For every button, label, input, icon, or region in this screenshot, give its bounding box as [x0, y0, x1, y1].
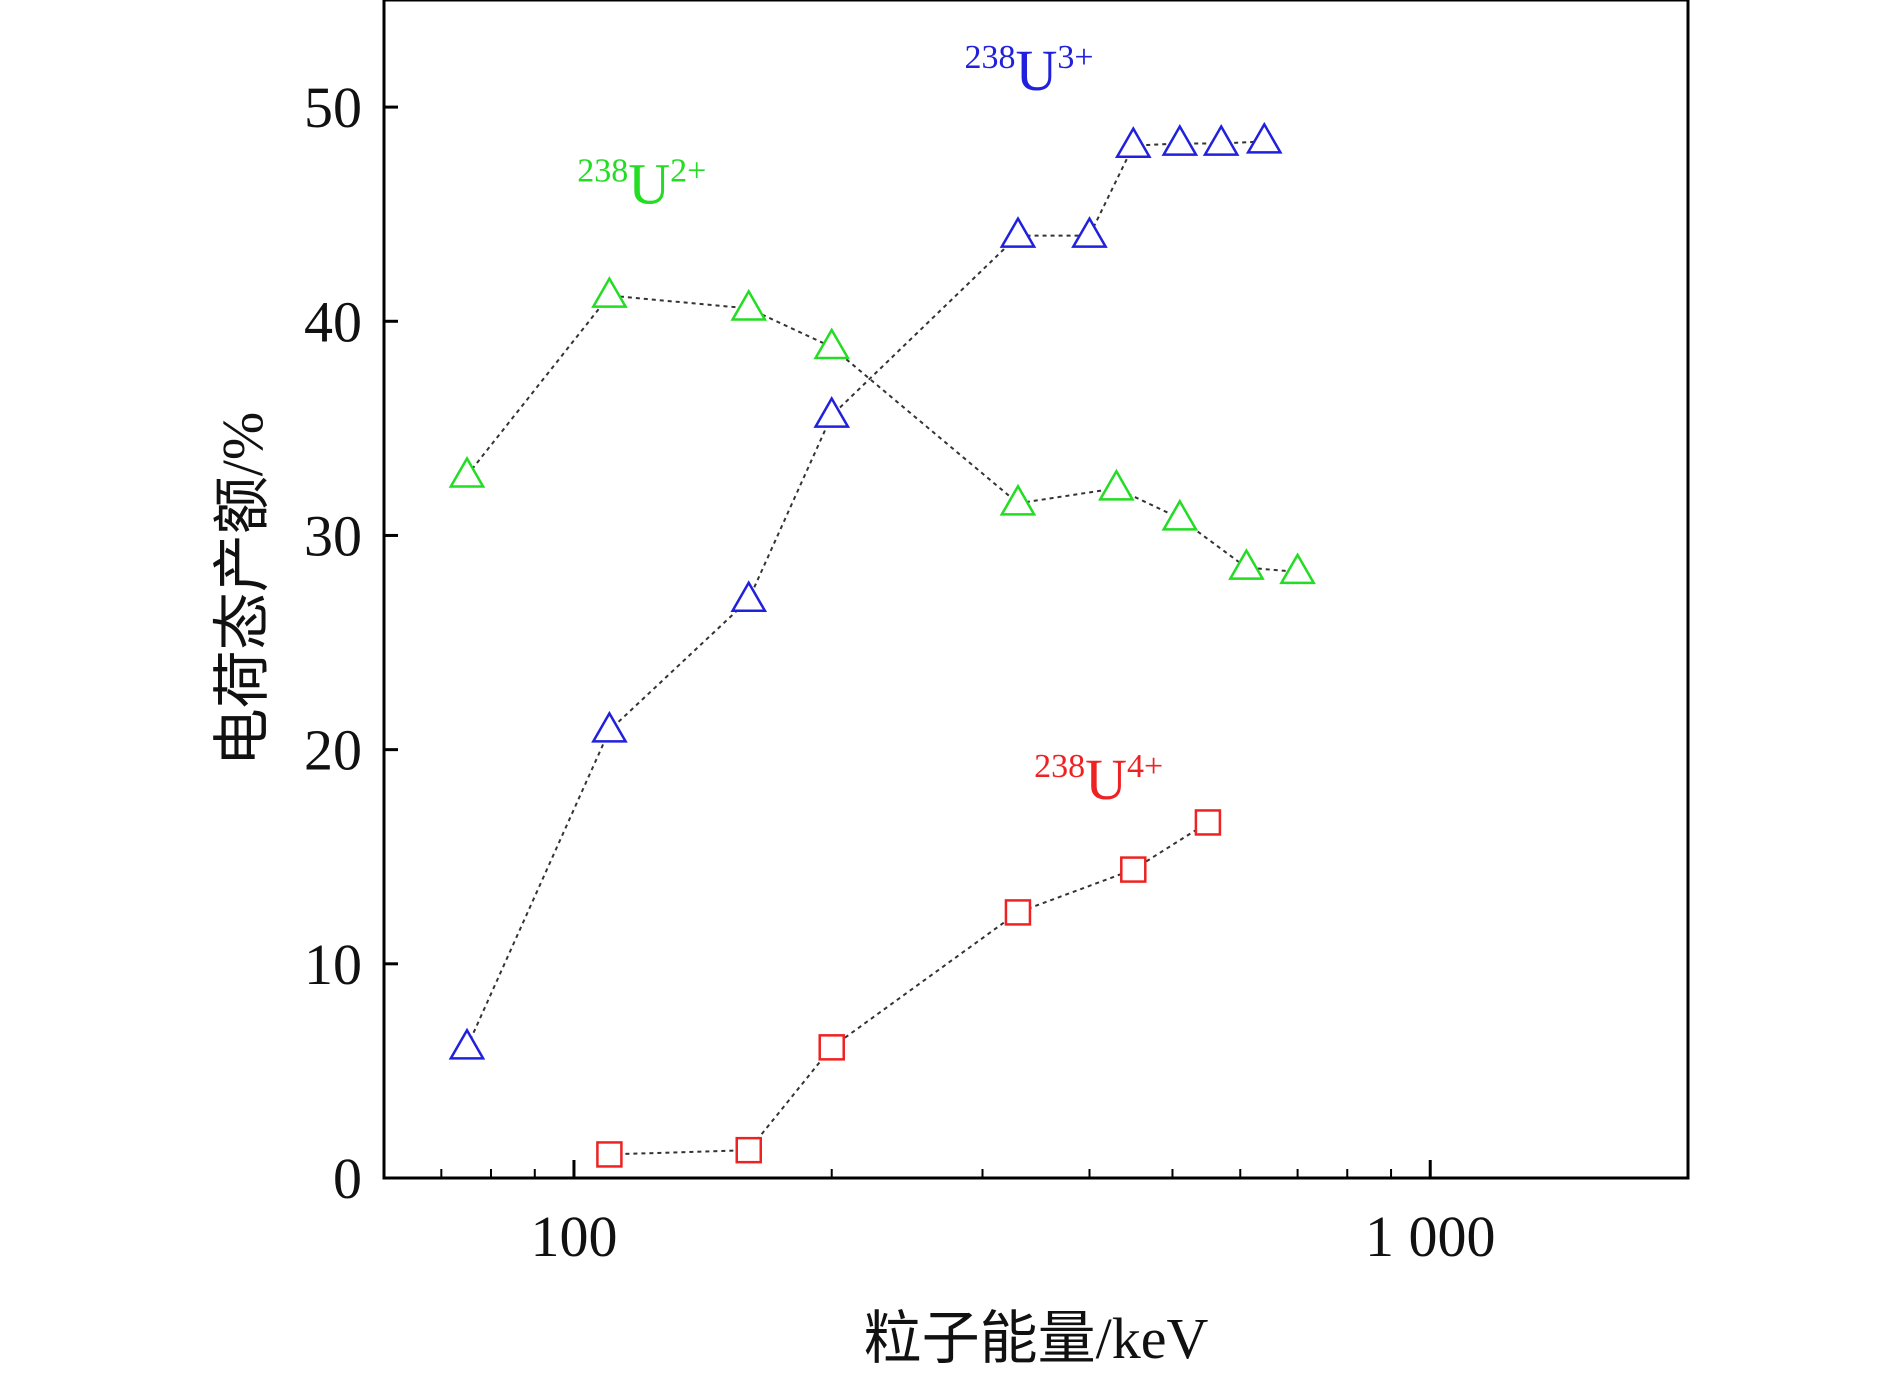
x-axis-label: 粒子能量/keV [864, 1306, 1209, 1370]
data-point-triangle [999, 216, 1037, 248]
series-0: 238U2+ [448, 151, 1316, 585]
series-1: 238U3+ [448, 38, 1283, 1060]
data-point-square [818, 1034, 845, 1061]
y-tick-label: 0 [333, 1146, 362, 1211]
data-point-square [596, 1141, 623, 1168]
plot-frame [382, 0, 1690, 1180]
x-tick-label: 100 [530, 1204, 617, 1269]
series-label: 238U3+ [965, 38, 1094, 103]
series-line [466, 140, 1265, 1048]
data-point-triangle [1071, 216, 1108, 248]
data-point-triangle [813, 395, 851, 428]
y-tick-label: 40 [304, 289, 362, 354]
data-point-triangle [591, 710, 628, 743]
x-axis: 100 1 000 [440, 1160, 1496, 1269]
data-point-triangle [1114, 126, 1152, 158]
y-tick-label: 10 [304, 932, 362, 997]
y-axis-label: 电荷态产额/% [210, 412, 275, 766]
data-point-triangle [1228, 548, 1265, 580]
data-point-triangle [591, 276, 628, 308]
plot-area: 238U2+ 238U3+ 238U4+ [448, 38, 1316, 1168]
y-tick-label: 30 [304, 503, 362, 568]
data-point-triangle [999, 483, 1037, 516]
data-point-triangle [1245, 121, 1283, 154]
y-tick-label: 50 [304, 75, 362, 140]
series-label: 238U2+ [577, 151, 706, 216]
data-point-triangle [448, 455, 486, 488]
data-point-triangle [813, 327, 851, 360]
series-2: 238U4+ [596, 747, 1222, 1168]
series-line [609, 821, 1209, 1156]
data-point-square [1194, 809, 1222, 836]
data-point-square [735, 1136, 762, 1164]
data-point-square [1120, 856, 1147, 883]
data-point-triangle [1279, 552, 1316, 585]
x-tick-label: 1 000 [1365, 1204, 1496, 1269]
series-label: 238U4+ [1034, 747, 1163, 812]
y-axis: 0 10 20 30 40 50 [304, 75, 398, 1211]
data-point-triangle [1098, 468, 1135, 501]
data-point-triangle [448, 1027, 486, 1060]
y-tick-label: 20 [304, 718, 362, 783]
data-point-triangle [1161, 498, 1199, 531]
data-point-triangle [730, 288, 768, 321]
data-point-triangle [1202, 123, 1240, 156]
data-point-triangle [1161, 123, 1199, 156]
data-point-square [1004, 899, 1032, 926]
data-point-triangle [730, 580, 768, 613]
